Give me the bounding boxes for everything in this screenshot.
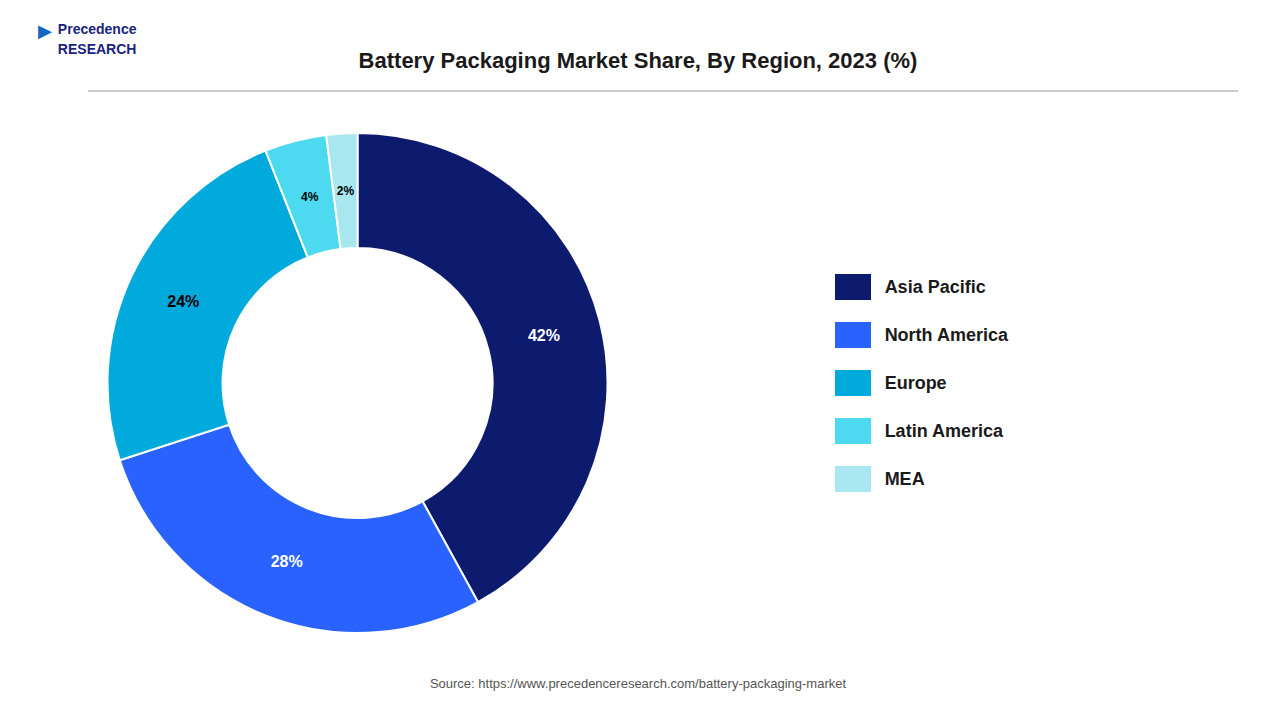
html-text:Europe: Europe — [884, 372, 947, 393]
svg-text:42%: 42% — [528, 327, 560, 344]
svg-text:28%: 28% — [271, 553, 303, 570]
html-text:North America: North America — [884, 324, 1008, 345]
html-text:MEA: MEA — [884, 468, 925, 489]
html-text:Battery Packaging Market Share: Battery Packaging Market Share, By Regio… — [358, 48, 918, 73]
svg-text:4%: 4% — [301, 190, 319, 204]
html-text:▶ Precedence: ▶ Precedence — [38, 21, 137, 41]
html-text:Asia Pacific: Asia Pacific — [884, 276, 986, 297]
svg-text:24%: 24% — [167, 293, 199, 310]
svg-text:2%: 2% — [337, 184, 355, 198]
html-text:Latin America: Latin America — [884, 420, 1003, 441]
html-text:RESEARCH: RESEARCH — [57, 40, 137, 57]
html-text:Source: https://www.precedence: Source: https://www.precedenceresearch.c… — [429, 676, 847, 691]
